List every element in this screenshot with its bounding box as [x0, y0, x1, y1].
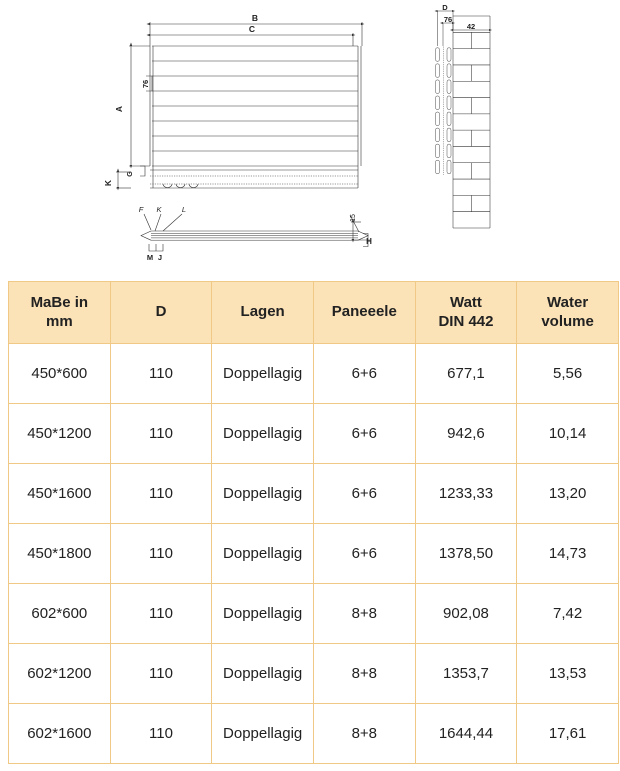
svg-text:K: K — [156, 205, 162, 214]
svg-text:M: M — [147, 253, 153, 262]
svg-text:K: K — [103, 179, 113, 186]
svg-text:15: 15 — [350, 214, 357, 222]
svg-text:G: G — [127, 171, 134, 177]
svg-text:C: C — [249, 24, 255, 34]
svg-text:D: D — [442, 3, 448, 12]
svg-text:76: 76 — [444, 15, 452, 24]
svg-text:42: 42 — [467, 22, 475, 31]
svg-text:B: B — [252, 13, 258, 23]
svg-text:76: 76 — [141, 80, 150, 88]
svg-text:L: L — [182, 205, 186, 214]
svg-text:H: H — [366, 237, 372, 246]
svg-text:J: J — [158, 253, 162, 262]
svg-text:F: F — [139, 205, 144, 214]
svg-text:A: A — [114, 106, 124, 112]
